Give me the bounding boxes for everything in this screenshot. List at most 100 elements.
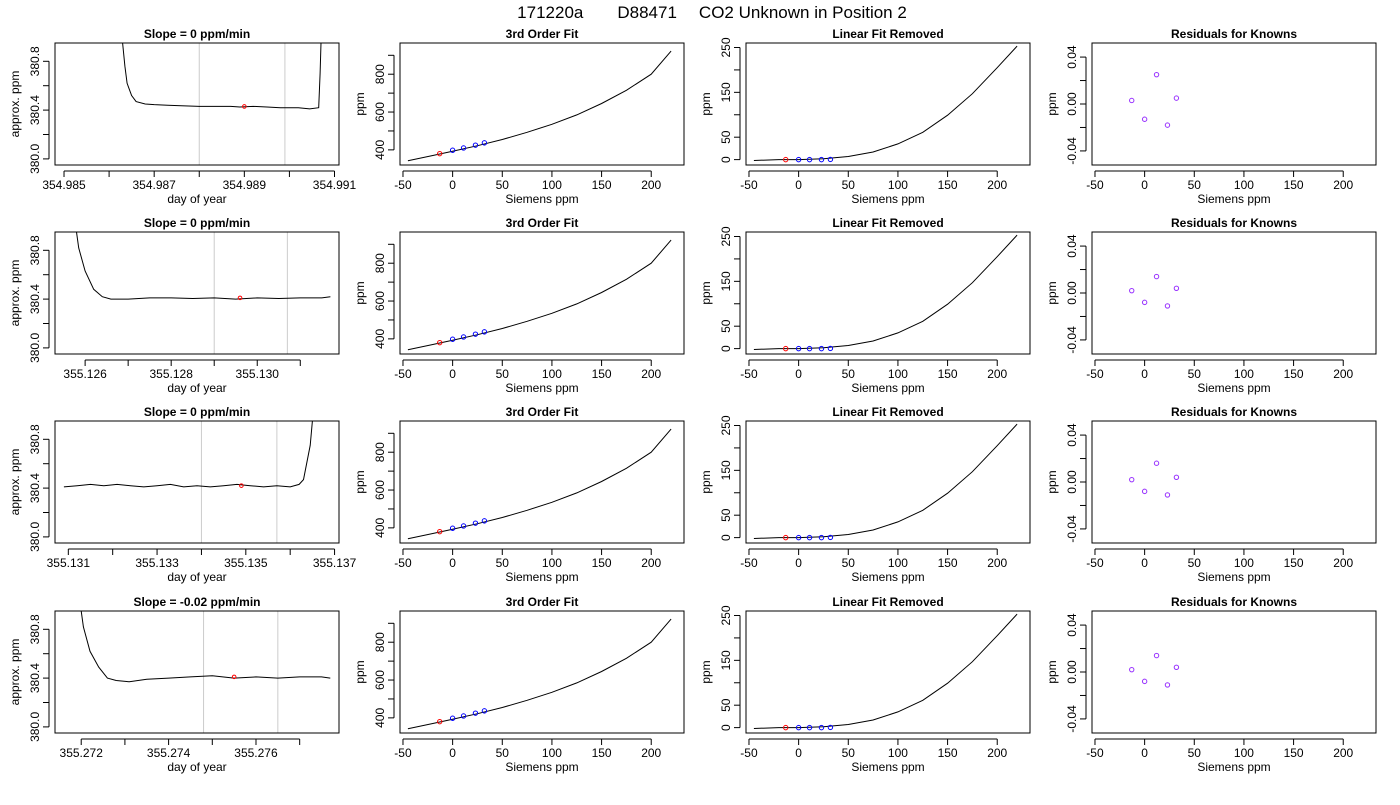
x-axis-label: Siemens ppm (1197, 192, 1270, 206)
plot-frame (399, 42, 685, 166)
plot-frame (54, 610, 340, 734)
y-axis-label: ppm (353, 281, 367, 304)
data-layer (753, 45, 1018, 163)
y-tick-label: 250 (719, 226, 733, 246)
y-tick-label: -0.04 (1065, 515, 1079, 543)
series-line (753, 613, 1018, 729)
data-point (481, 329, 488, 335)
x-tick-label: -50 (1086, 556, 1104, 570)
y-tick-label: 400 (373, 518, 387, 538)
x-tick-label: 200 (1333, 556, 1353, 570)
data-point (1141, 678, 1148, 685)
x-tick-label: 50 (496, 367, 510, 381)
data-point (1153, 71, 1160, 78)
y-tick-label: 380.4 (28, 95, 42, 125)
panel-r3c3: Residuals for Knowns -50 0 50 100 150 200 Sieme… (1045, 595, 1377, 774)
x-tick-label: 200 (1333, 367, 1353, 381)
series-line (753, 423, 1018, 539)
y-tick-label: 50 (719, 698, 733, 712)
y-tick-label: 400 (373, 329, 387, 349)
y-tick-label: 800 (373, 64, 387, 84)
x-tick-label: 0 (1141, 367, 1148, 381)
plot-frame (54, 420, 340, 544)
data-point (806, 724, 813, 731)
x-tick-label: 100 (1234, 367, 1254, 381)
data-point (1141, 488, 1148, 495)
y-tick-label: 0.00 (1065, 92, 1079, 116)
x-tick-label: 355.131 (47, 556, 91, 570)
x-tick-label: 200 (641, 178, 661, 192)
x-tick-label: 355.133 (135, 556, 179, 570)
panel-title: Linear Fit Removed (832, 216, 943, 230)
x-axis-label: Siemens ppm (505, 192, 578, 206)
x-tick-label: 0 (449, 178, 456, 192)
panel-title: Slope = 0 ppm/min (144, 27, 250, 41)
panel-title: Residuals for Knowns (1171, 405, 1297, 419)
x-tick-label: -50 (740, 367, 758, 381)
panel-title: 3rd Order Fit (506, 405, 579, 419)
plot-frame (54, 231, 340, 355)
x-tick-label: 355.126 (63, 367, 107, 381)
x-axis-label: day of year (167, 760, 226, 774)
data-point (481, 518, 488, 524)
x-tick-label: 0 (1141, 178, 1148, 192)
data-layer (1129, 652, 1180, 688)
y-tick-label: 800 (373, 442, 387, 462)
y-tick-label: 600 (373, 291, 387, 311)
plot-frame (745, 231, 1031, 355)
y-tick-label: 600 (373, 102, 387, 122)
x-tick-label: 150 (938, 556, 958, 570)
current-point-marker (239, 483, 244, 488)
y-tick-label: 600 (373, 480, 387, 500)
series-line (80, 611, 331, 683)
x-tick-label: 0 (795, 178, 802, 192)
x-axis-label: Siemens ppm (1197, 570, 1270, 584)
y-axis: -0.04 0.00 0.04 ppm (1045, 423, 1087, 543)
data-point (437, 150, 443, 157)
x-tick-label: 50 (1188, 746, 1202, 760)
y-axis: -0.04 0.00 0.04 ppm (1045, 45, 1087, 165)
data-point (481, 708, 488, 714)
data-point (806, 345, 813, 352)
figure-title-run-id: 171220a (517, 3, 584, 22)
data-point (460, 713, 467, 719)
panel-title: Linear Fit Removed (832, 27, 943, 41)
y-axis-label: ppm (1045, 470, 1059, 493)
series-line (407, 428, 672, 540)
y-tick-label: 600 (373, 670, 387, 690)
y-tick-label: 380.4 (28, 473, 42, 503)
y-tick-label: 0.04 (1065, 423, 1079, 447)
data-layer (753, 613, 1018, 731)
x-tick-label: 100 (1234, 178, 1254, 192)
x-tick-label: 355.137 (313, 556, 357, 570)
y-axis-label: ppm (699, 660, 713, 683)
panel-title: Slope = -0.02 ppm/min (133, 595, 260, 609)
x-tick-label: 100 (1234, 746, 1254, 760)
y-axis: 400 600 800 ppm (353, 622, 395, 728)
data-point (783, 534, 789, 541)
data-point (818, 534, 825, 541)
panel-r1c0: Slope = 0 ppm/min 355.126 355.128 355.130 da… (8, 216, 340, 395)
data-point (449, 336, 456, 342)
y-axis-label: ppm (1045, 660, 1059, 683)
y-tick-label: 0.00 (1065, 660, 1079, 684)
x-axis: -50 0 50 100 150 200 Siemens ppm (394, 359, 662, 395)
x-tick-label: 100 (542, 556, 562, 570)
x-axis: 355.272 355.274 355.276 day of year (60, 738, 301, 774)
y-axis: 400 600 800 ppm (353, 54, 395, 160)
x-axis: 354.985 354.987 354.989 354.991 day of year (42, 170, 356, 206)
data-point (783, 345, 789, 352)
data-point (827, 156, 834, 163)
data-layer (1129, 71, 1180, 128)
x-tick-label: 50 (496, 556, 510, 570)
x-tick-label: 50 (496, 178, 510, 192)
plot-frame (745, 42, 1031, 166)
x-axis: 355.131 355.133 355.135 355.137 day of year (47, 548, 357, 584)
data-point (806, 534, 813, 541)
x-tick-label: -50 (1086, 367, 1104, 381)
panel-title: Slope = 0 ppm/min (144, 405, 250, 419)
panel-r2c1: 3rd Order Fit -50 0 50 100 150 200 Siemens ppm 4… (353, 405, 685, 584)
x-tick-label: -50 (394, 367, 412, 381)
x-tick-label: 0 (1141, 556, 1148, 570)
